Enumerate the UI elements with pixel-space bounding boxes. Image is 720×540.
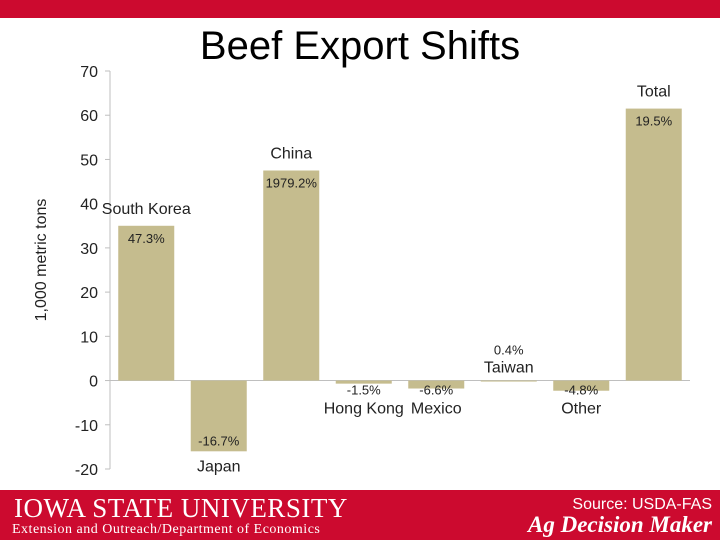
bar-south-korea	[118, 225, 175, 381]
page-title: Beef Export Shifts	[199, 24, 521, 68]
bar-hong-kong	[335, 380, 392, 384]
y-axis-label: 1,000 metric tons	[33, 199, 50, 322]
data-label: 0.4%	[494, 343, 524, 358]
y-tick-label: 60	[80, 108, 98, 125]
category-label: Mexico	[411, 401, 462, 418]
data-label: -1.5%	[347, 383, 381, 398]
category-label: Total	[637, 84, 671, 101]
y-tick-label: 70	[80, 64, 98, 81]
y-tick-label: 50	[80, 152, 98, 169]
y-tick-label: -10	[75, 418, 98, 435]
category-label: Other	[561, 401, 602, 418]
y-tick-label: -20	[75, 462, 98, 479]
bar-total	[625, 108, 682, 381]
bar-china	[263, 170, 320, 381]
category-label: Hong Kong	[324, 401, 404, 418]
bar-chart: -20 -10 0 10 20 30 40 50 60 70 1,000 metric tons 47…	[33, 64, 690, 479]
header-bar	[0, 0, 720, 18]
data-label: -6.6%	[419, 383, 453, 398]
department-text: Extension and Outreach/Department of Eco…	[12, 522, 321, 537]
data-label: 1979.2%	[266, 176, 318, 191]
source-text: Source: USDA-FAS	[572, 496, 712, 513]
category-label: South Korea	[102, 201, 191, 218]
footer-bar	[0, 490, 720, 540]
y-tick-label: 0	[89, 374, 98, 391]
data-label: -4.8%	[564, 383, 598, 398]
data-label: -16.7%	[198, 433, 240, 448]
y-tick-label: 30	[80, 241, 98, 258]
data-label: 19.5%	[635, 114, 672, 129]
bar-mexico	[408, 380, 465, 389]
bar-japan	[190, 380, 247, 452]
category-label: Japan	[197, 458, 241, 475]
y-tick-label: 10	[80, 329, 98, 346]
y-tick-label: 40	[80, 197, 98, 214]
brand-logo: Ag Decision Maker	[528, 512, 712, 537]
university-logo: Iowa State University	[14, 493, 348, 523]
data-label: 47.3%	[128, 231, 165, 246]
category-label: Taiwan	[484, 360, 534, 377]
category-label: China	[270, 146, 312, 163]
bar-taiwan	[480, 380, 537, 382]
bar-other	[553, 380, 610, 391]
y-tick-label: 20	[80, 285, 98, 302]
